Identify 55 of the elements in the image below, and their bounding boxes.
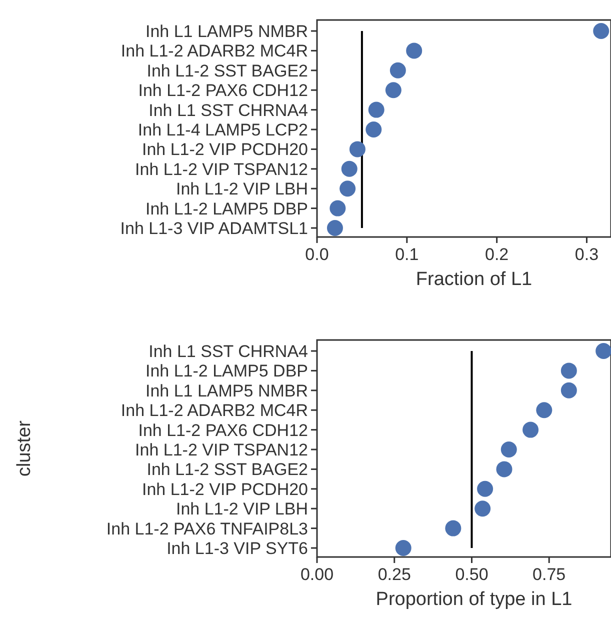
y-tick-label: Inh L1-2 LAMP5 DBP [145, 362, 308, 381]
x-tick-label: 0.1 [395, 245, 419, 264]
point [368, 102, 384, 118]
y-tick-label: Inh L1-2 ADARB2 MC4R [120, 401, 308, 420]
y-tick-label: Inh L1-3 VIP ADAMTSL1 [120, 218, 308, 238]
y-tick-label: Inh L1-2 SST BAGE2 [146, 61, 308, 80]
y-tick-label: Inh L1-2 PAX6 TNFAIP8L3 [106, 519, 308, 538]
x-tick-label: 0.75 [532, 565, 566, 584]
point [366, 122, 382, 138]
point [474, 500, 491, 517]
x-axis-title: Fraction of L1 [416, 269, 532, 290]
y-tick-label: Inh L1-4 LAMP5 LCP2 [138, 120, 308, 140]
x-tick-label: 0.0 [305, 245, 329, 264]
point [560, 382, 577, 398]
y-tick-label: Inh L1-2 VIP PCDH20 [142, 140, 308, 160]
point [560, 362, 577, 379]
y-tick-label: Inh L1-2 VIP LBH [176, 500, 308, 519]
y-tick-label: Inh L1-2 VIP TSPAN12 [135, 160, 308, 179]
y-axis-title: cluster [14, 420, 35, 476]
point [390, 62, 406, 78]
point [330, 200, 346, 216]
point [445, 520, 462, 536]
x-tick-label: 0.50 [455, 565, 488, 584]
x-tick-label: 0.00 [300, 565, 334, 584]
point [395, 540, 412, 556]
y-tick-label: Inh L1-2 PAX6 CDH12 [138, 81, 308, 100]
y-tick-label: Inh L1 SST CHRNA4 [148, 342, 308, 361]
point [340, 180, 356, 197]
y-tick-label: Inh L1-2 VIP PCDH20 [142, 480, 308, 499]
point [349, 141, 366, 158]
point [477, 480, 494, 497]
point [341, 160, 358, 177]
point [536, 402, 552, 418]
y-tick-label: Inh L1-2 SST BAGE2 [146, 460, 308, 480]
point [522, 422, 539, 438]
point [326, 220, 343, 236]
x-axis-title: Proportion of type in L1 [376, 589, 572, 610]
point [593, 23, 610, 39]
x-tick-label: 0.3 [574, 245, 599, 264]
y-tick-label: Inh L1 LAMP5 NMBR [145, 381, 308, 400]
y-tick-label: Inh L1-2 LAMP5 DBP [145, 199, 308, 218]
point [496, 461, 512, 478]
y-tick-label: Inh L1-2 PAX6 CDH12 [138, 420, 308, 440]
y-tick-label: Inh L1-2 ADARB2 MC4R [120, 42, 308, 61]
x-tick-label: 0.25 [378, 565, 411, 584]
y-tick-label: Inh L1 SST CHRNA4 [148, 100, 308, 120]
y-tick-label: Inh L1 LAMP5 NMBR [145, 22, 308, 41]
y-tick-label: Inh L1-2 VIP TSPAN12 [135, 440, 308, 460]
point [385, 82, 402, 98]
y-tick-label: Inh L1-3 VIP SYT6 [166, 538, 308, 558]
point [406, 42, 422, 59]
y-tick-label: Inh L1-2 VIP LBH [176, 180, 308, 199]
point [596, 343, 611, 359]
x-tick-label: 0.2 [484, 245, 509, 264]
point [500, 442, 517, 458]
